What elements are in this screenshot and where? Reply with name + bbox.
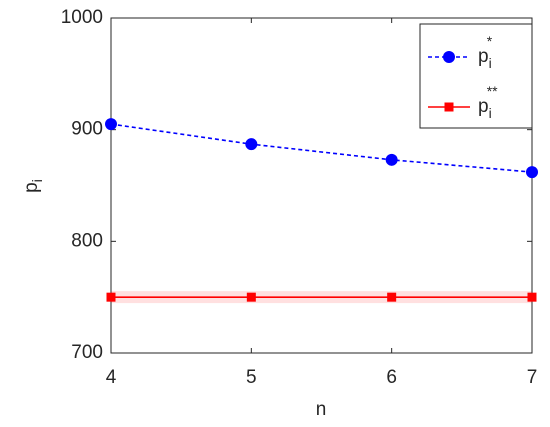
y-tick-label: 700: [71, 342, 103, 363]
marker: [444, 102, 454, 112]
marker: [106, 292, 116, 302]
y-tick-label: 1000: [61, 7, 103, 28]
legend-name: p: [478, 96, 489, 117]
x-tick-label: 6: [386, 367, 397, 388]
legend-sup: **: [487, 83, 498, 99]
legend-name: p: [478, 46, 489, 67]
legend-label: pi *: [478, 33, 493, 71]
y-tick-label: 900: [71, 119, 103, 140]
legend-box: [419, 23, 533, 129]
legend-label: pi **: [478, 83, 498, 121]
y-axis-label: pi: [21, 179, 45, 193]
marker: [105, 118, 117, 131]
y-axis-label-main: p: [21, 182, 42, 193]
marker: [443, 51, 455, 63]
x-tick-label: 7: [527, 367, 538, 388]
legend-sub: i: [489, 55, 492, 71]
y-tick-label: 800: [71, 230, 103, 251]
marker: [387, 292, 397, 302]
marker: [526, 166, 538, 179]
legend-sub: i: [489, 105, 492, 121]
x-tick-label: 5: [246, 367, 257, 388]
legend-sup: *: [487, 33, 493, 49]
marker: [527, 292, 537, 302]
marker: [246, 292, 256, 302]
marker: [385, 153, 398, 166]
series-line: [110, 123, 533, 173]
x-axis-label: n: [316, 399, 327, 420]
x-tick-label: 4: [106, 367, 117, 388]
marker: [245, 138, 258, 151]
y-axis-label-sub: i: [29, 179, 45, 182]
